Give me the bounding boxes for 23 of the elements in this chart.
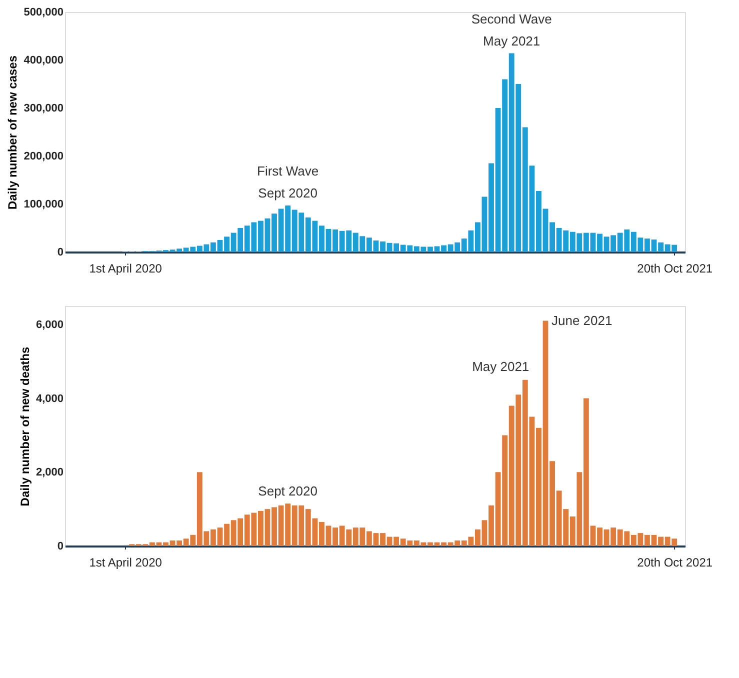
- y-axis-title: Daily number of new deaths: [18, 346, 32, 506]
- y-tick-label: 0: [57, 246, 64, 258]
- x-tick-label: 20th Oct 2021: [637, 262, 713, 276]
- y-axis-title: Daily number of new cases: [6, 55, 20, 210]
- y-tick-label: 200,000: [24, 150, 64, 162]
- y-tick-label: 2,000: [36, 466, 64, 479]
- y-tick-label: 6,000: [36, 318, 64, 331]
- y-tick-label: 500,000: [24, 6, 64, 18]
- x-tick-label: 1st April 2020: [89, 556, 162, 570]
- annotation: First Wave: [256, 163, 319, 178]
- y-tick-label: 300,000: [24, 102, 64, 114]
- y-tick-label: 100,000: [24, 198, 64, 210]
- y-tick-label: 4,000: [36, 392, 64, 405]
- annotation: June 2021: [552, 312, 612, 328]
- annotation: May 2021: [472, 358, 530, 374]
- annotation: Sept 2020: [258, 185, 318, 200]
- annotation: May 2021: [483, 33, 540, 48]
- annotation: Second Wave: [471, 11, 552, 26]
- y-tick-label: 400,000: [24, 54, 64, 66]
- x-tick-label: 20th Oct 2021: [637, 556, 713, 570]
- x-tick-label: 1st April 2020: [89, 262, 162, 276]
- y-tick-label: 0: [57, 540, 64, 552]
- annotation: Sept 2020: [258, 484, 318, 499]
